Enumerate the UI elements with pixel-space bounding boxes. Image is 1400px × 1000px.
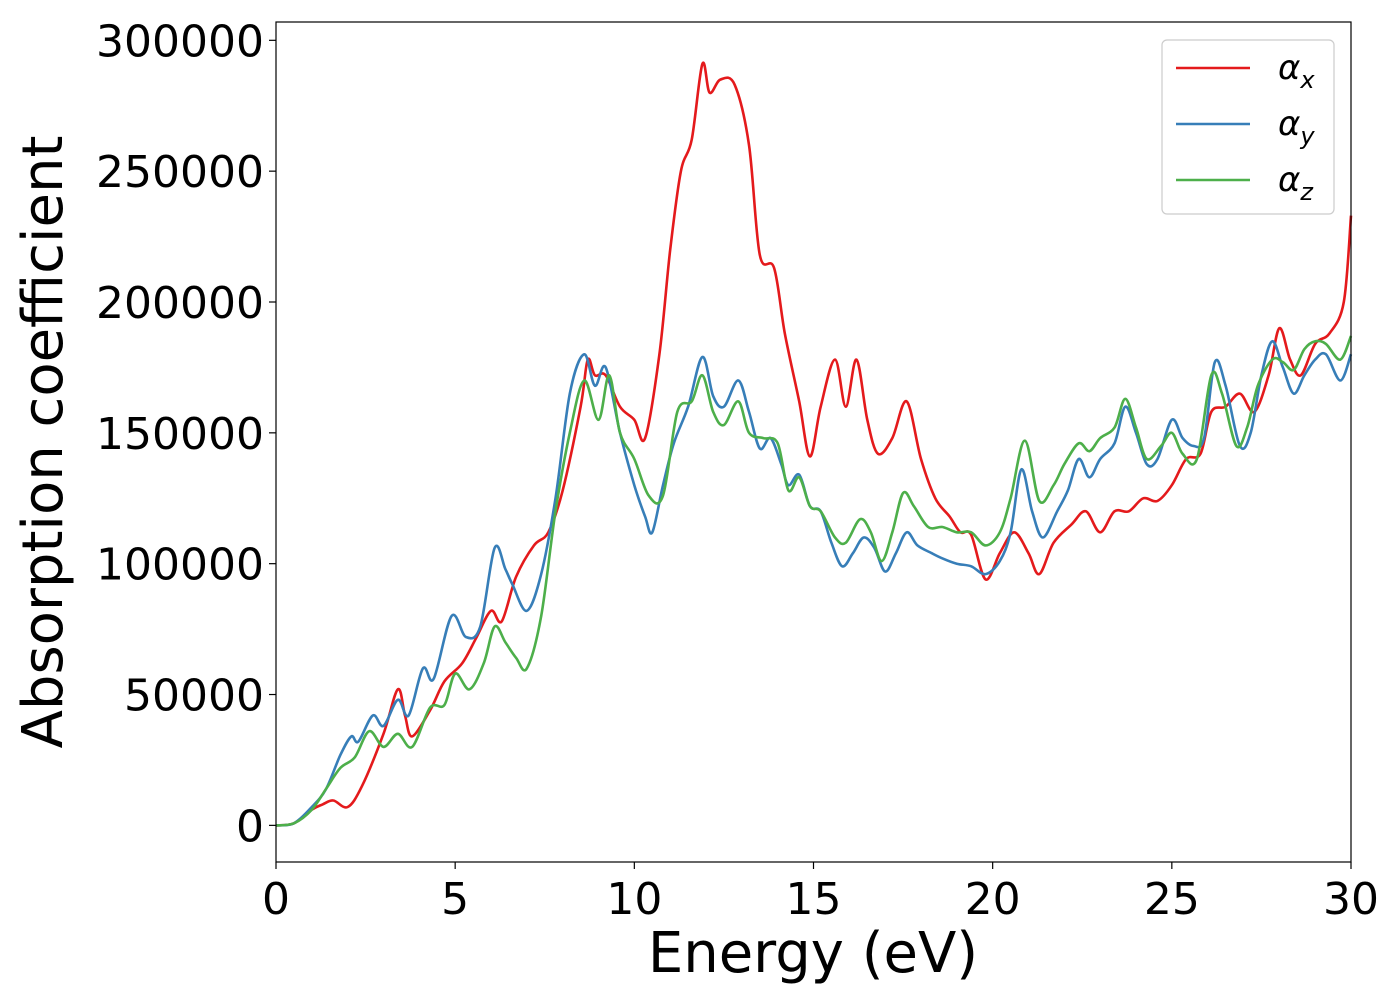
x-tick-label: 20 (965, 874, 1021, 925)
x-axis-label: Energy (eV) (648, 921, 978, 986)
series-line-y (275, 340, 1353, 827)
legend-label-subscript: x (1299, 66, 1315, 94)
y-tick-label: 300000 (96, 16, 264, 67)
y-tick-label: 50000 (124, 671, 264, 722)
x-tick-label: 0 (262, 874, 290, 925)
series-line-x (275, 61, 1353, 827)
y-axis-label: Absorption coefficient (11, 136, 76, 749)
x-axis-ticks: 0 5 10 15 20 25 30 (262, 862, 1379, 925)
legend-label-base: α (1278, 104, 1300, 144)
y-tick-label: 0 (236, 801, 264, 852)
legend-label-z: αz (1278, 160, 1314, 206)
x-tick-label: 25 (1144, 874, 1200, 925)
series-layer (275, 61, 1353, 827)
y-tick-label: 200000 (96, 278, 264, 329)
legend-label-subscript: y (1299, 122, 1315, 150)
y-tick-label: 250000 (96, 147, 264, 198)
legend-label-subscript: z (1299, 178, 1314, 206)
legend-label-x: αx (1278, 48, 1315, 94)
x-tick-label: 10 (606, 874, 662, 925)
y-tick-label: 100000 (96, 540, 264, 591)
legend-label-base: α (1278, 48, 1300, 88)
y-axis-ticks: 0 50000 100000 150000 200000 250000 300000 (96, 16, 276, 852)
legend-box (1161, 39, 1335, 215)
y-tick-label: 150000 (96, 409, 264, 460)
x-tick-label: 30 (1323, 874, 1379, 925)
x-tick-label: 15 (786, 874, 842, 925)
x-tick-label: 5 (441, 874, 469, 925)
legend-label-y: αy (1278, 104, 1315, 150)
legend-label-base: α (1278, 160, 1300, 200)
series-line-z (275, 335, 1353, 827)
